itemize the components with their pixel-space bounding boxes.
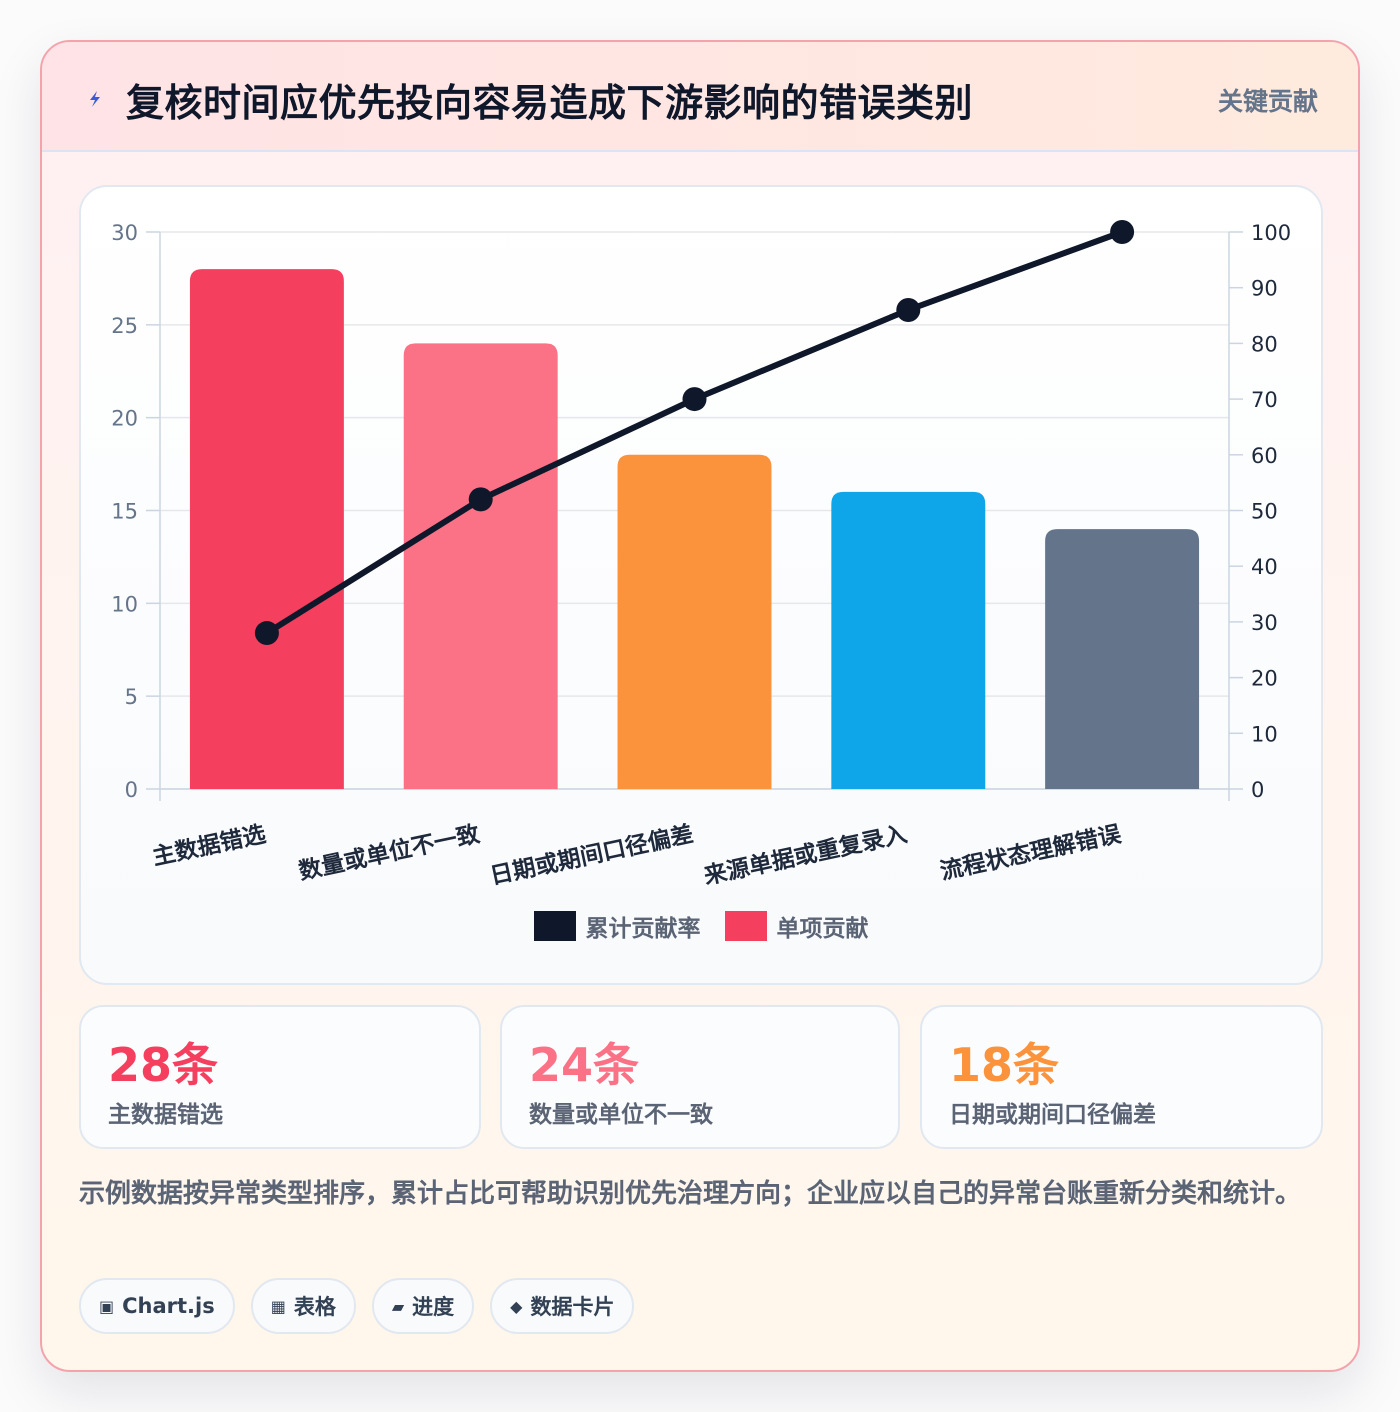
y-right-tick-label: 50 — [1251, 500, 1278, 524]
y-left-tick-label: 30 — [111, 221, 138, 245]
stat-card-1: 28条 主数据错选 — [79, 1005, 481, 1149]
y-right-tick-label: 40 — [1251, 555, 1278, 579]
y-right-tick-label: 90 — [1251, 277, 1278, 301]
table-icon: ▦ — [270, 1296, 286, 1316]
x-tick-label: 流程状态理解错误 — [938, 820, 1125, 885]
stat-label: 主数据错选 — [108, 1102, 223, 1128]
pareto-chart: 0 5 10 15 20 25 30 0 10 20 30 40 50 60 70 80 90 100 主数据错选数… — [111, 220, 1291, 890]
y-left-tick-label: 10 — [111, 592, 138, 616]
status-badge: 关键贡献 — [1217, 87, 1318, 116]
y-right-tick-label: 100 — [1251, 221, 1291, 245]
x-tick-label: 日期或期间口径偏差 — [488, 820, 696, 889]
legend-item-individual[interactable]: 单项贡献 — [724, 909, 869, 943]
stat-label: 日期或期间口径偏差 — [949, 1102, 1156, 1128]
y-left-tick-label: 15 — [111, 500, 138, 524]
tag-label: 进度 — [412, 1295, 455, 1319]
cumulative-point-4 — [896, 297, 921, 322]
chart-panel: 0 5 10 15 20 25 30 0 10 20 30 40 50 60 70 80 90 100 主数据错选数… — [79, 185, 1323, 985]
stat-value: 18条 — [949, 1038, 1060, 1092]
bar-5 — [1045, 529, 1200, 789]
y-left-tick-label: 25 — [111, 314, 138, 338]
stat-cards: 28条 主数据错选 24条 数量或单位不一致 18条 日期或期间口径偏差 — [79, 1005, 1323, 1149]
y-right-tick-label: 0 — [1251, 778, 1264, 802]
cumulative-point-1 — [254, 621, 279, 646]
legend-item-cumulative[interactable]: 累计贡献率 — [533, 909, 701, 943]
card-header: 复核时间应优先投向容易造成下游影响的错误类别 关键贡献 — [42, 42, 1358, 152]
progress-icon: ▰ — [391, 1296, 405, 1316]
tag-data-card[interactable]: ◆ 数据卡片 — [490, 1278, 635, 1334]
tag-label: 数据卡片 — [530, 1295, 615, 1319]
tag-table[interactable]: ▦ 表格 — [250, 1278, 356, 1334]
x-tick-label: 数量或单位不一致 — [296, 820, 483, 885]
legend-label-cumulative: 累计贡献率 — [585, 916, 701, 942]
x-tick-label: 来源单据或重复录入 — [702, 821, 910, 889]
bar-3 — [617, 454, 772, 789]
diamond-icon: ◆ — [510, 1296, 523, 1316]
bar-4 — [831, 491, 986, 789]
y-left-tick-label: 5 — [125, 685, 138, 709]
tag-chartjs[interactable]: ▣ Chart.js — [79, 1278, 235, 1334]
footnote: 示例数据按异常类型排序，累计占比可帮助识别优先治理方向；企业应以自己的异常台账重… — [79, 1179, 1302, 1209]
stat-card-2: 24条 数量或单位不一致 — [500, 1005, 900, 1149]
tag-list: ▣ Chart.js ▦ 表格 ▰ 进度 ◆ 数据卡片 — [79, 1278, 635, 1334]
cumulative-point-2 — [468, 487, 493, 512]
legend-swatch-individual — [724, 911, 767, 941]
chart-legend: 累计贡献率 单项贡献 — [81, 909, 1321, 943]
bar-2 — [403, 343, 558, 789]
y-right-tick-label: 60 — [1251, 444, 1278, 468]
tag-label: Chart.js — [122, 1294, 215, 1318]
chart-icon: ▣ — [99, 1296, 115, 1316]
stat-label: 数量或单位不一致 — [529, 1102, 713, 1128]
cumulative-point-3 — [682, 387, 707, 412]
stat-value: 28条 — [108, 1038, 219, 1092]
tag-progress[interactable]: ▰ 进度 — [371, 1278, 475, 1334]
y-right-tick-label: 10 — [1251, 722, 1278, 746]
cumulative-point-5 — [1110, 220, 1135, 244]
x-tick-label: 主数据错选 — [150, 820, 268, 870]
y-right-tick-label: 80 — [1251, 332, 1278, 356]
y-right-tick-label: 70 — [1251, 388, 1278, 412]
y-right-tick-label: 30 — [1251, 611, 1278, 635]
y-left-tick-label: 0 — [125, 778, 138, 802]
report-card: 复核时间应优先投向容易造成下游影响的错误类别 关键贡献 0 5 10 15 20 25 30… — [40, 40, 1360, 1372]
y-left-tick-label: 20 — [111, 407, 138, 431]
legend-swatch-cumulative — [533, 911, 576, 941]
bar-1 — [189, 269, 344, 790]
legend-label-individual: 单项贡献 — [776, 916, 869, 942]
lightning-bolt-icon — [90, 91, 100, 107]
tag-label: 表格 — [293, 1295, 336, 1319]
y-right-tick-label: 20 — [1251, 667, 1278, 691]
stat-card-3: 18条 日期或期间口径偏差 — [920, 1005, 1323, 1149]
stat-value: 24条 — [529, 1038, 640, 1092]
page-title: 复核时间应优先投向容易造成下游影响的错误类别 — [126, 81, 974, 125]
